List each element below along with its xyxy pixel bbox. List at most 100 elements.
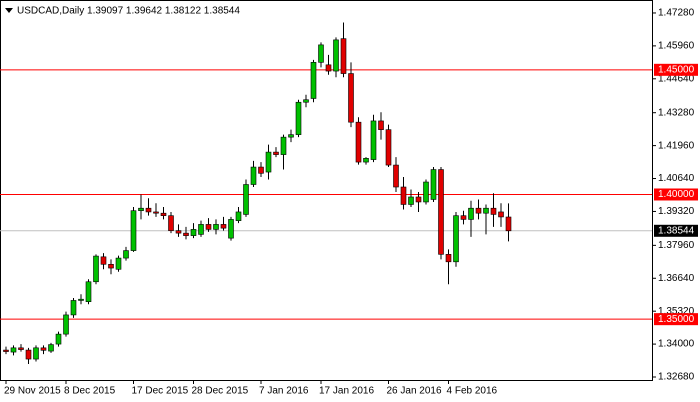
candle-body (10, 347, 17, 353)
candle-body (370, 120, 377, 160)
candle-body (273, 151, 279, 155)
candle-body (438, 169, 444, 255)
x-tick-label: 7 Jan 2016 (259, 386, 309, 397)
level-label-box (654, 63, 698, 76)
candle-body (280, 136, 287, 155)
candle-body (153, 211, 159, 214)
plot-frame (0, 0, 653, 381)
candle-body (490, 207, 497, 215)
candle-body (130, 210, 137, 251)
y-tick-label: 1.41960 (658, 140, 695, 151)
candle-body (85, 281, 92, 303)
candle-body (243, 184, 249, 215)
candle-body (408, 196, 414, 205)
candle-body (355, 121, 362, 163)
x-tick-label: 8 Dec 2015 (64, 386, 116, 397)
x-tick-label: 4 Feb 2016 (447, 386, 498, 397)
candle-body (25, 349, 32, 360)
candle-body (325, 64, 332, 72)
candle-body (333, 39, 339, 72)
candle-body (468, 207, 474, 220)
x-tick-label: 26 Jan 2016 (387, 386, 442, 397)
candle-body (250, 166, 257, 185)
candle-body (258, 166, 264, 174)
level-label-box (654, 188, 698, 201)
candle-body (378, 120, 384, 130)
candle-body (3, 349, 9, 352)
candle-body (453, 215, 459, 263)
candle-body (498, 211, 504, 218)
candle-body (445, 254, 452, 263)
y-tick-label: 1.43280 (658, 107, 695, 118)
y-tick-label: 1.36640 (658, 273, 695, 284)
candle-body (483, 207, 489, 214)
candle-body (123, 250, 129, 259)
candle-body (138, 207, 144, 211)
x-tick-label: 29 Nov 2015 (4, 386, 61, 397)
candle-body (303, 99, 309, 103)
candle-body (78, 298, 84, 301)
y-tick-label: 1.45960 (658, 41, 695, 52)
candle-body (265, 151, 272, 173)
candle-body (400, 186, 407, 205)
y-tick-label: 1.37960 (658, 240, 695, 251)
candle-body (183, 232, 189, 236)
candle-body (220, 224, 227, 229)
y-tick-label: 1.47280 (658, 8, 695, 19)
candle-body (288, 134, 294, 138)
candle-body (93, 255, 99, 283)
x-tick-label: 28 Dec 2015 (192, 386, 249, 397)
candle-body (318, 44, 324, 63)
candle-body (48, 344, 54, 352)
candle-body (70, 300, 77, 316)
candle-body (348, 73, 354, 123)
candle-body (33, 347, 39, 360)
candle-body (235, 211, 242, 221)
candle-body (393, 164, 399, 188)
candle-body (100, 256, 107, 265)
candle-body (213, 224, 219, 230)
candle-body (415, 196, 422, 203)
candle-body (145, 207, 152, 213)
y-tick-label: 1.40640 (658, 173, 695, 184)
candle-body (423, 181, 429, 203)
level-label: 1.40000 (658, 189, 695, 200)
candle-body (205, 224, 212, 230)
candle-body (40, 347, 47, 351)
y-tick-label: 1.39320 (658, 206, 695, 217)
candle-body (168, 215, 174, 231)
candle-body (385, 129, 392, 166)
y-tick-label: 1.44640 (658, 73, 695, 84)
candle-body (175, 230, 182, 234)
candle-body (198, 224, 204, 235)
current-price-box (654, 224, 698, 237)
candle-body (115, 257, 122, 270)
candle-body (505, 216, 512, 232)
level-label: 1.45000 (658, 64, 695, 75)
candle-body (340, 38, 347, 74)
candle-body (55, 333, 62, 345)
level-label-box (654, 313, 698, 326)
chart-title: USDCAD,Daily 1.39097 1.39642 1.38122 1.3… (17, 6, 240, 17)
candle-body (108, 264, 114, 269)
candle-body (363, 158, 369, 163)
candle-body (63, 314, 69, 335)
candle-body (295, 101, 302, 135)
current-price-label: 1.38544 (658, 225, 695, 236)
level-label: 1.35000 (658, 314, 695, 325)
candle-body (475, 207, 482, 214)
candle-body (190, 229, 197, 236)
y-tick-label: 1.34000 (658, 339, 695, 350)
y-tick-label: 1.32680 (658, 372, 695, 383)
candle-body (310, 62, 317, 99)
y-tick-label: 1.35320 (658, 306, 695, 317)
candle-body (160, 212, 167, 216)
candle-body (430, 169, 437, 200)
x-tick-label: 17 Dec 2015 (132, 386, 189, 397)
candle-body (228, 219, 234, 239)
candle-body (460, 215, 467, 220)
x-tick-label: 17 Jan 2016 (319, 386, 374, 397)
candle-body (18, 347, 24, 350)
